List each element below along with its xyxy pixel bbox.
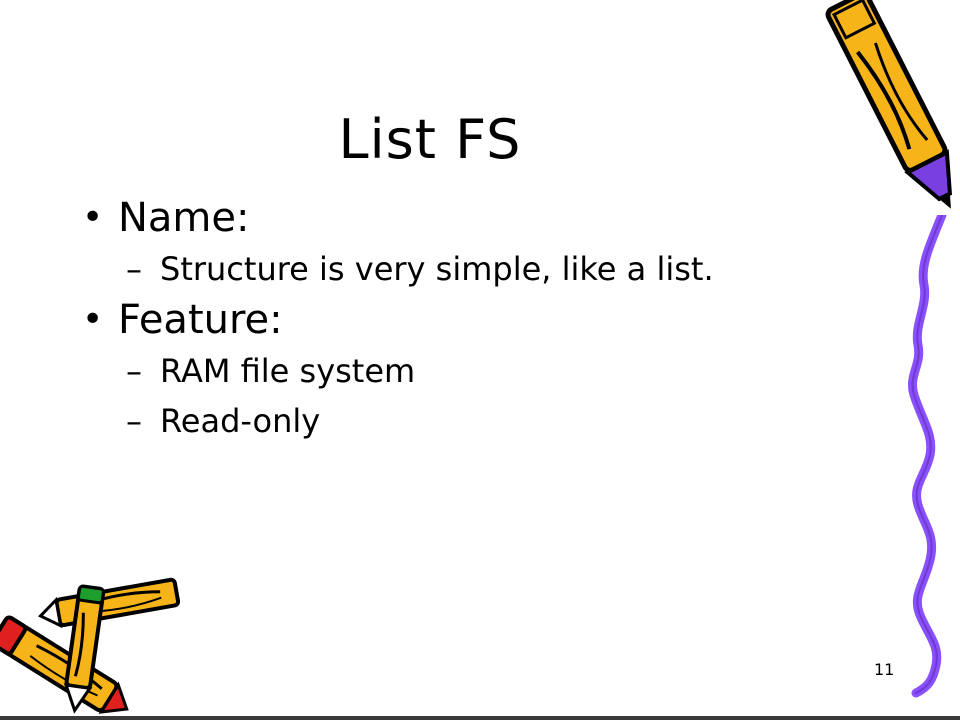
- subitem-text: Read-only: [160, 402, 321, 440]
- slide-title: List FS: [338, 108, 522, 171]
- decorative-squiggle-icon: [908, 215, 947, 698]
- dash-marker: –: [126, 402, 142, 440]
- bullet-text: Name:: [118, 195, 250, 241]
- crossed-pencils-icon: [0, 577, 181, 714]
- dash-marker: –: [126, 352, 142, 390]
- bullet-marker: •: [82, 197, 104, 238]
- dash-marker: –: [126, 250, 142, 288]
- pencil-top-right-icon: [825, 0, 953, 209]
- bullet-item-feature: • Feature:: [82, 294, 882, 346]
- subitem-text: Structure is very simple, like a list.: [160, 250, 714, 288]
- page-number: 11: [874, 660, 895, 679]
- subitem-structure: – Structure is very simple, like a list.: [82, 244, 882, 294]
- bullet-text: Feature:: [118, 297, 283, 343]
- subitem-text: RAM file system: [160, 352, 416, 390]
- subitem-ram: – RAM file system: [82, 346, 882, 396]
- bullet-marker: •: [82, 299, 104, 340]
- bullet-item-name: • Name:: [82, 192, 882, 244]
- subitem-readonly: – Read-only: [82, 396, 882, 446]
- bullet-list: • Name: – Structure is very simple, like…: [82, 192, 882, 446]
